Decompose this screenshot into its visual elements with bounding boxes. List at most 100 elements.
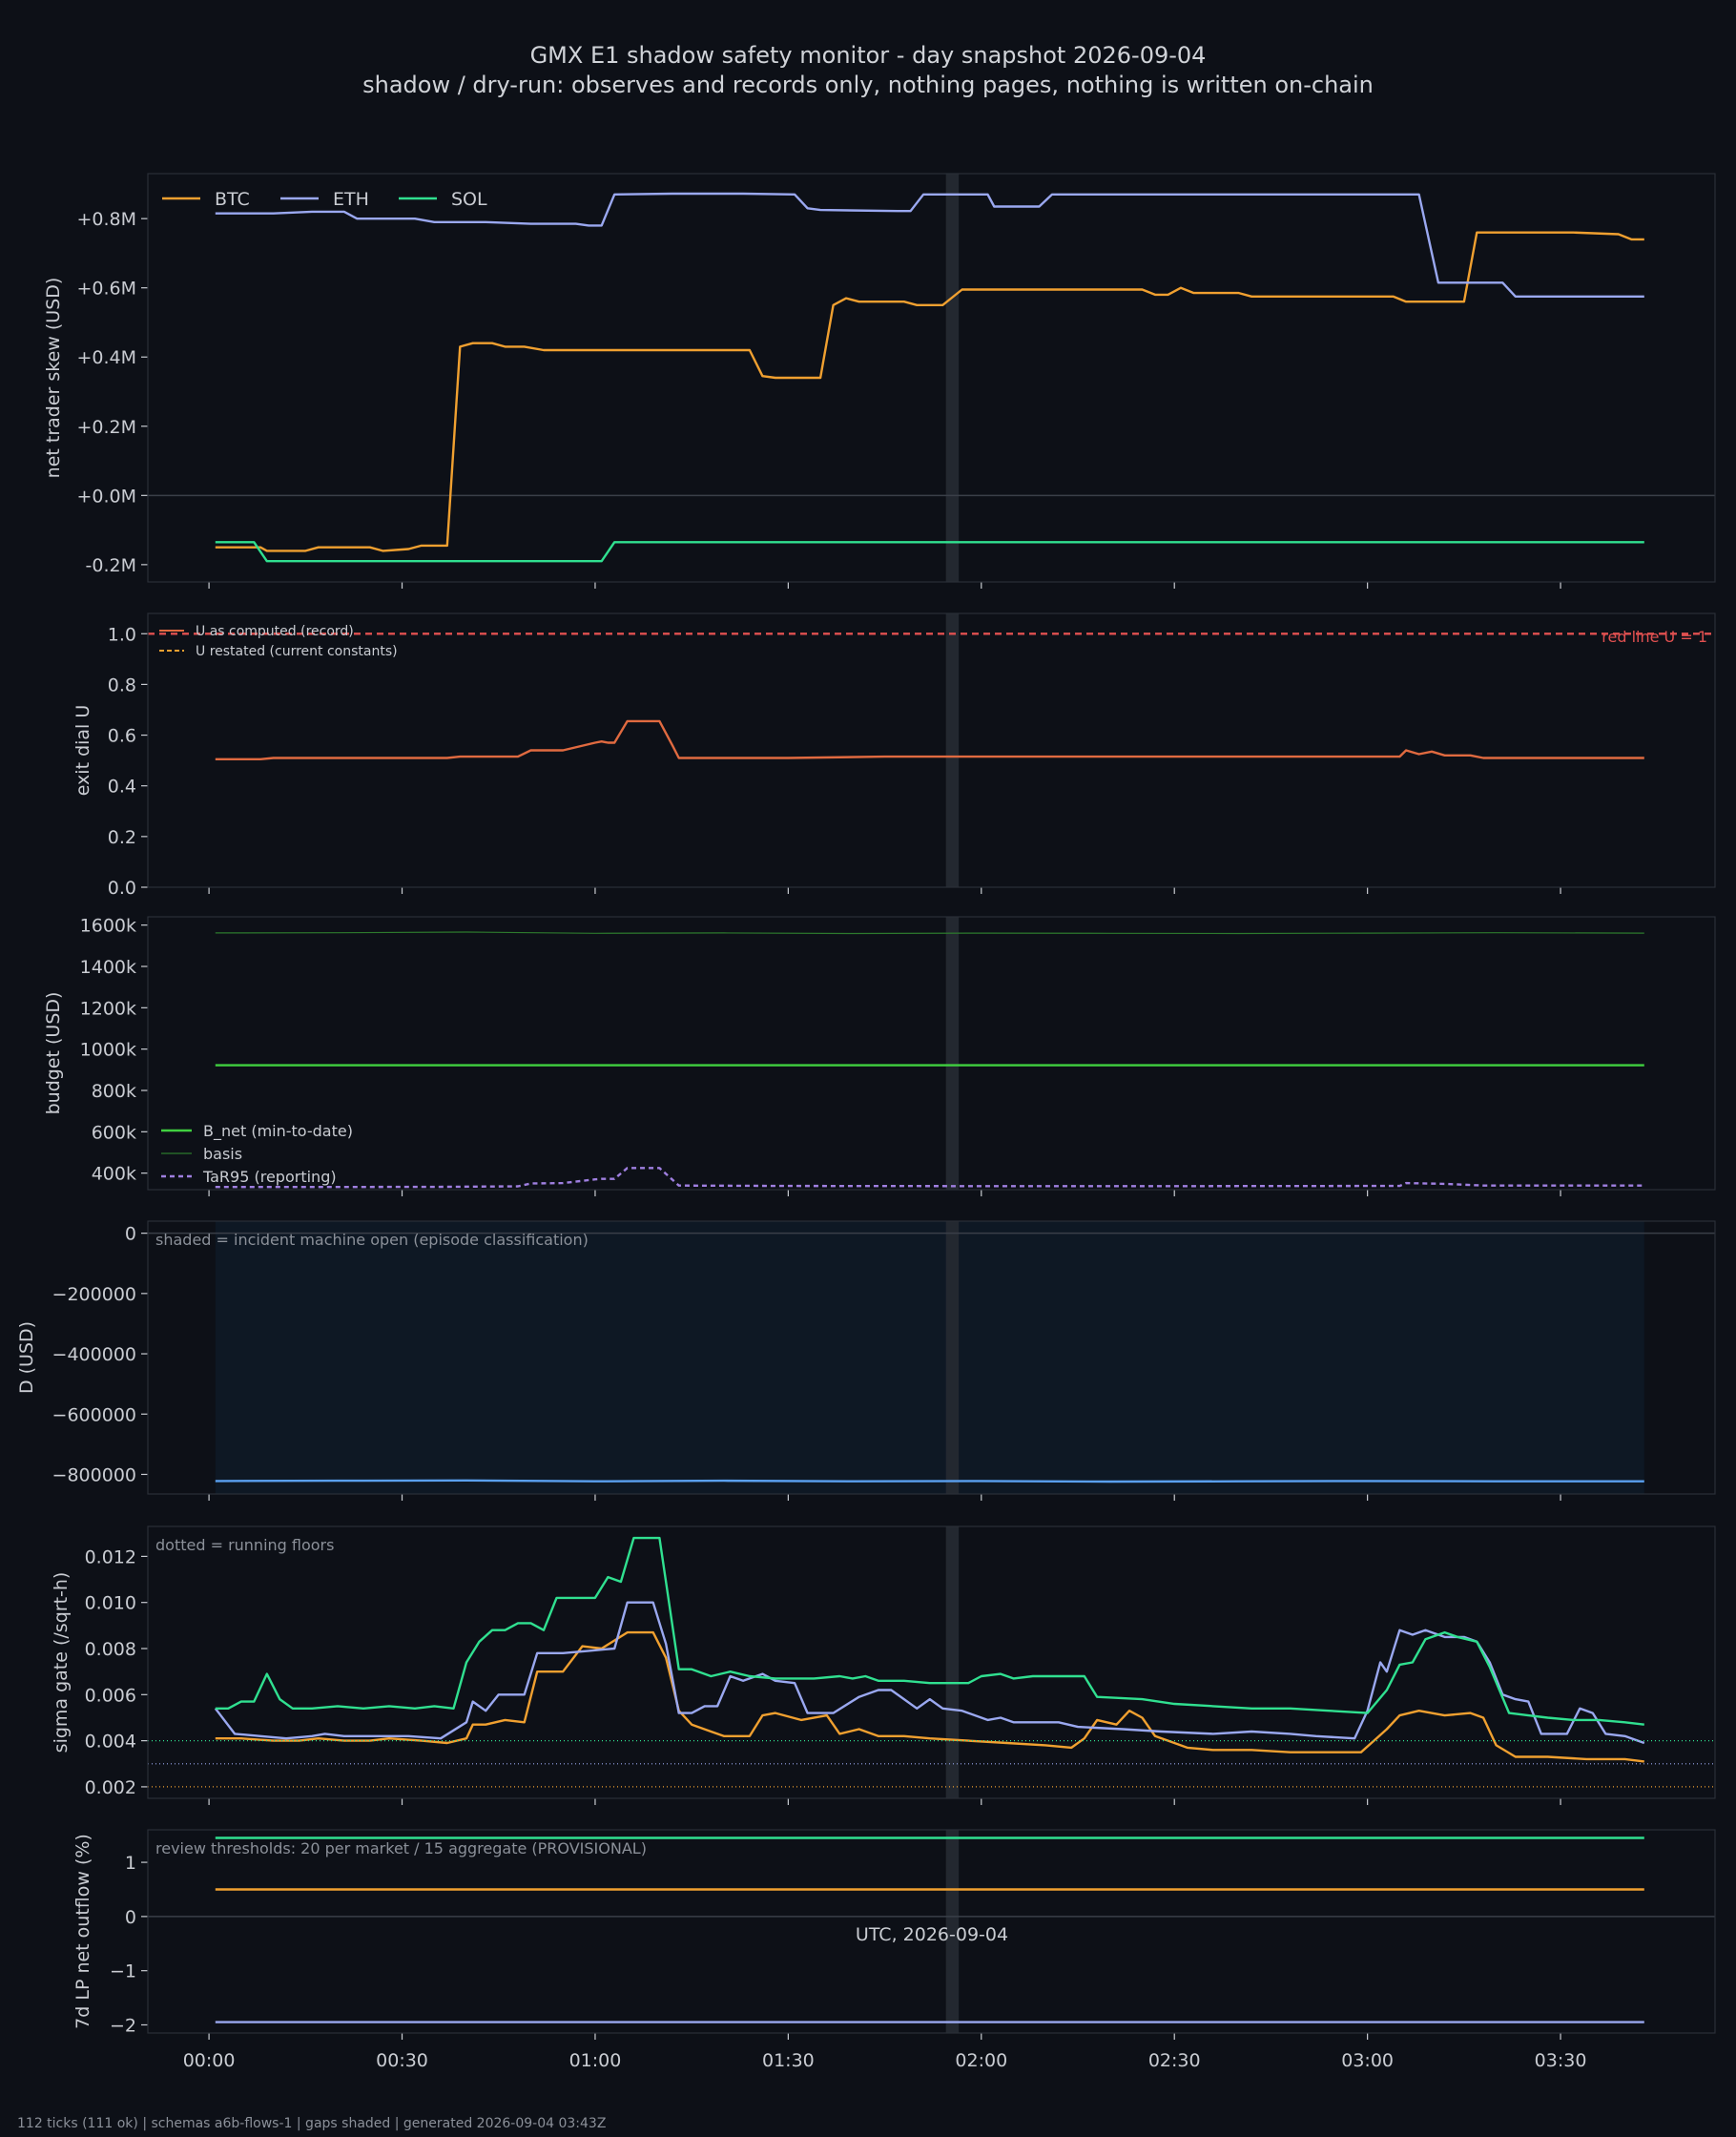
- y-tick-label: 0.4: [108, 777, 136, 798]
- y-tick-label: 1400k: [80, 957, 136, 978]
- y-tick-label: +0.4M: [76, 347, 136, 368]
- figure-title: GMX E1 shadow safety monitor - day snaps…: [530, 42, 1207, 69]
- panel-background: [148, 1526, 1715, 1798]
- legend-label: BTC: [215, 189, 250, 210]
- panel-background: [148, 917, 1715, 1190]
- x-tick-label: 00:30: [376, 2050, 428, 2071]
- series-line-d: [215, 1479, 1644, 1483]
- panel-frame: [147, 1220, 1716, 1495]
- y-tick-label: 800k: [92, 1081, 136, 1102]
- legend-label: basis: [203, 1145, 242, 1163]
- x-tick-label: 03:30: [1535, 2050, 1587, 2071]
- panel-skew: -0.2M +0.0M +0.2M +0.4M +0.6M +0.8M net trader…: [43, 173, 1716, 589]
- legend-label: U as computed (record): [196, 624, 354, 639]
- series-group: [215, 192, 1644, 563]
- y-tick-label: 1.0: [108, 624, 136, 645]
- y-tick-label: +0.6M: [76, 279, 136, 300]
- panel-frame: [147, 916, 1716, 1191]
- y-tick-label: 0.0: [108, 878, 136, 899]
- y-tick-label: −200000: [52, 1284, 136, 1305]
- series-line-sol: [215, 1536, 1644, 1726]
- panel-budget: 400k 600k 800k 1000k 1200k 1400k 1600k budget (…: [43, 916, 1716, 1196]
- y-tick-label: 1200k: [80, 998, 136, 1019]
- legend-label: ETH: [333, 189, 369, 210]
- y-tick-label: 0.008: [85, 1639, 136, 1660]
- y-tick-label: -0.2M: [86, 555, 136, 576]
- y-tick-label: 0.004: [85, 1732, 136, 1753]
- x-tick-label: 01:00: [569, 2050, 622, 2071]
- y-tick-label: 1000k: [80, 1040, 136, 1061]
- redline-annotation: red line U = 1: [1602, 628, 1707, 646]
- y-tick-label: 600k: [92, 1122, 136, 1143]
- panel-annotation: dotted = running floors: [155, 1536, 334, 1554]
- gap-shading: [945, 1830, 960, 2033]
- legend-label: TaR95 (reporting): [202, 1168, 337, 1186]
- panel-sigma: 0.002 0.004 0.006 0.008 0.010 0.012 sigma gate…: [51, 1525, 1716, 1805]
- panel-exit_dial: 0.0 0.2 0.4 0.6 0.8 1.0 exit dial U red line U …: [72, 612, 1716, 899]
- y-axis-label: budget (USD): [43, 992, 64, 1115]
- incident-shading: [215, 1221, 1644, 1494]
- gap-shading: [945, 1526, 960, 1798]
- y-tick-label: 0.010: [85, 1593, 136, 1614]
- series-group: [215, 931, 1644, 1189]
- series-line-tar95-reporting: [215, 1167, 1644, 1189]
- series-group: [148, 1536, 1715, 1788]
- gap-shading: [945, 174, 960, 582]
- x-tick-label: 03:00: [1341, 2050, 1394, 2071]
- series-line-basis: [215, 931, 1644, 935]
- panel-annotation: review thresholds: 20 per market / 15 ag…: [155, 1839, 647, 1857]
- y-tick-label: +0.2M: [76, 417, 136, 438]
- y-axis-label: net trader skew (USD): [43, 278, 64, 479]
- gap-shading: [945, 613, 960, 887]
- series-line-btc: [215, 231, 1644, 552]
- series-group: [215, 1479, 1644, 1483]
- y-tick-label: +0.8M: [76, 209, 136, 230]
- x-tick-label: 02:30: [1148, 2050, 1201, 2071]
- panel-drawdown: −800000 −600000 −400000 −200000 0 D (USD) shad…: [16, 1220, 1716, 1501]
- y-tick-label: 0.6: [108, 726, 136, 747]
- legend-label: U restated (current constants): [196, 644, 398, 659]
- y-tick-label: 1: [125, 1853, 136, 1874]
- series-line-btc: [215, 1630, 1644, 1763]
- panel-frame: [147, 1829, 1716, 2034]
- gap-shading: [945, 1221, 960, 1494]
- y-tick-label: 400k: [92, 1164, 136, 1185]
- panel-background: [148, 1830, 1715, 2033]
- x-tick-label: 01:30: [762, 2050, 815, 2071]
- y-tick-label: 0.002: [85, 1777, 136, 1798]
- panel-annotation: shaded = incident machine open (episode …: [155, 1231, 589, 1249]
- y-tick-label: 0.8: [108, 674, 136, 695]
- gap-shading: [945, 917, 960, 1190]
- y-tick-label: −2: [110, 2015, 136, 2036]
- y-tick-label: −400000: [52, 1344, 136, 1365]
- y-axis-label: 7d LP net outflow (%): [72, 1834, 93, 2029]
- panel-lp_outflow: −2 −1 0 1 7d LP net outflow (%) review thresh…: [72, 1829, 1716, 2040]
- series-line-u-as-computed-record: [215, 719, 1644, 760]
- footer-text: 112 ticks (111 ok) | schemas a6b-flows-1…: [17, 2116, 606, 2131]
- y-tick-label: 0.012: [85, 1546, 136, 1567]
- y-tick-label: 0: [125, 1907, 136, 1928]
- y-axis-label: sigma gate (/sqrt-h): [51, 1572, 72, 1753]
- y-axis-label: D (USD): [16, 1321, 37, 1394]
- legend-label: SOL: [451, 189, 487, 210]
- x-axis-label: UTC, 2026-09-04: [856, 1924, 1008, 1945]
- x-axis: 00:00 00:30 01:00 01:30 02:00 02:30 03:00 03:30: [183, 2050, 1587, 2071]
- panel-frame: [147, 1525, 1716, 1799]
- legend-label: B_net (min-to-date): [203, 1122, 353, 1141]
- panel-frame: [147, 612, 1716, 888]
- series-group: [148, 633, 1715, 760]
- panel-frame: [147, 173, 1716, 583]
- y-tick-label: 0.2: [108, 827, 136, 848]
- y-tick-label: 0: [125, 1224, 136, 1245]
- y-tick-label: −800000: [52, 1464, 136, 1485]
- y-tick-label: 1600k: [80, 916, 136, 937]
- y-tick-label: +0.0M: [76, 486, 136, 507]
- figure-subtitle: shadow / dry-run: observes and records o…: [362, 72, 1374, 98]
- x-tick-label: 00:00: [183, 2050, 236, 2071]
- series-line-eth: [214, 1601, 1645, 1745]
- y-tick-label: −1: [110, 1961, 136, 1982]
- panels-group: -0.2M +0.0M +0.2M +0.4M +0.6M +0.8M net trader…: [16, 173, 1716, 2040]
- y-tick-label: 0.006: [85, 1685, 136, 1706]
- y-axis-label: exit dial U: [72, 705, 93, 797]
